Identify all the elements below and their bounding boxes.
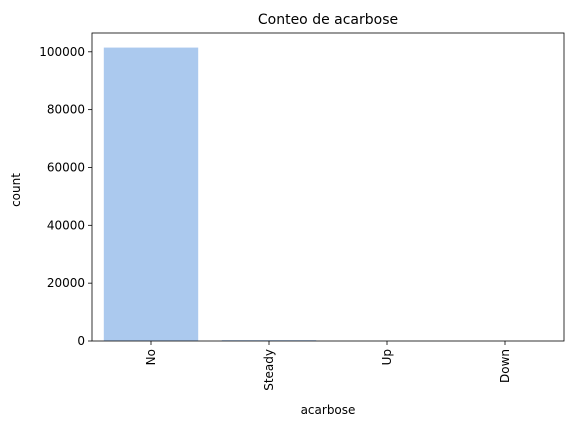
y-tick-label: 0 xyxy=(77,334,85,348)
y-tick-label: 20000 xyxy=(47,276,85,290)
y-tick-label: 40000 xyxy=(47,218,85,232)
x-axis-label: acarbose xyxy=(301,403,356,417)
bar-steady xyxy=(221,340,317,341)
x-tick-label: Steady xyxy=(262,349,276,391)
plot-frame xyxy=(91,32,565,342)
x-tick-label: No xyxy=(144,349,158,365)
chart-title: Conteo de acarbose xyxy=(258,12,398,28)
x-axis: No Steady Up Down xyxy=(144,341,512,391)
bar-no xyxy=(103,47,199,342)
y-tick-label: 100000 xyxy=(39,45,85,59)
x-tick-label: Up xyxy=(380,349,394,365)
x-tick-label: Down xyxy=(498,349,512,383)
y-tick-label: 60000 xyxy=(47,160,85,174)
y-tick-label: 80000 xyxy=(47,103,85,117)
y-axis: 0 20000 40000 60000 80000 100000 xyxy=(39,45,92,348)
plot-area xyxy=(91,32,565,342)
y-axis-label: count xyxy=(9,173,23,207)
